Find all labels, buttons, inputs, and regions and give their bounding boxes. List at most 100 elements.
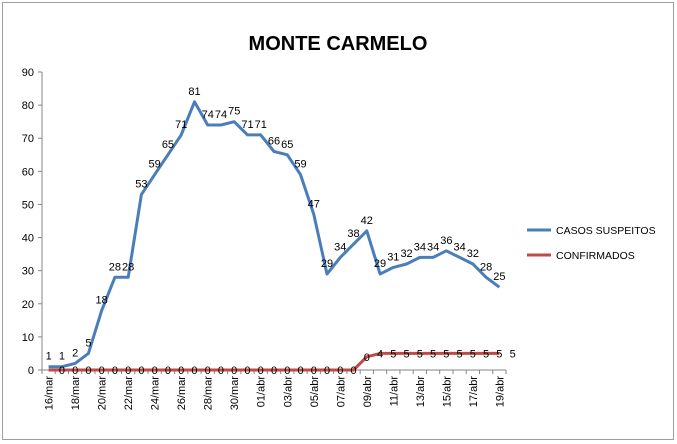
data-label-suspeitos: 81: [188, 86, 200, 98]
y-tick-label: 40: [22, 233, 34, 245]
data-label-suspeitos: 65: [162, 139, 174, 151]
data-label-confirmados: 0: [85, 365, 91, 377]
data-label-confirmados: 5: [430, 348, 436, 360]
chart-title: MONTE CARMELO: [249, 33, 428, 55]
x-tick-label: 07/abr: [335, 376, 347, 408]
data-label-confirmados: 0: [152, 365, 158, 377]
data-label-confirmados: 0: [337, 365, 343, 377]
data-label-suspeitos: 59: [294, 159, 306, 171]
series-layer: [48, 100, 501, 372]
data-label-confirmados: 0: [364, 352, 370, 364]
x-tick-label: 30/mar: [229, 376, 241, 411]
data-label-suspeitos: 1: [46, 351, 52, 363]
data-label-suspeitos: 59: [149, 159, 161, 171]
y-tick-label: 80: [22, 100, 34, 112]
data-label-confirmados: 0: [311, 365, 317, 377]
y-tick-label: 70: [22, 133, 34, 145]
data-label-confirmados: 0: [218, 365, 224, 377]
data-label-confirmados: 5: [510, 348, 516, 360]
data-label-suspeitos: 34: [334, 241, 346, 253]
series-line-suspeitos: [48, 100, 501, 369]
data-label-confirmados: 0: [324, 365, 330, 377]
data-label-suspeitos: 28: [109, 261, 121, 273]
y-tick-label: 0: [28, 365, 34, 377]
data-label-suspeitos: 2: [72, 347, 78, 359]
data-label-suspeitos: 42: [361, 215, 373, 227]
data-label-suspeitos: 32: [400, 248, 412, 260]
x-tick-label: 20/mar: [97, 376, 109, 411]
data-label-confirmados: 5: [483, 348, 489, 360]
data-label-suspeitos: 71: [255, 119, 267, 131]
data-label-confirmados: 5: [457, 348, 463, 360]
data-label-suspeitos: 34: [414, 241, 426, 253]
data-label-confirmados: 0: [284, 365, 290, 377]
data-label-confirmados: 0: [258, 365, 264, 377]
data-label-confirmados: 0: [231, 365, 237, 377]
data-label-confirmados: 0: [271, 365, 277, 377]
x-tick-label: 19/abr: [494, 376, 506, 408]
legend-label-suspeitos: CASOS SUSPEITOS: [556, 225, 656, 237]
data-label-suspeitos: 25: [493, 271, 505, 283]
data-label-suspeitos: 74: [215, 109, 227, 121]
data-label-suspeitos: 53: [135, 179, 147, 191]
data-label-suspeitos: 28: [480, 261, 492, 273]
x-tick-label: 15/abr: [441, 376, 453, 408]
data-label-confirmados: 0: [191, 365, 197, 377]
data-label-suspeitos: 18: [96, 294, 108, 306]
data-label-confirmados: 0: [59, 365, 65, 377]
chart-frame: [2, 2, 674, 440]
y-tick-label: 50: [22, 199, 34, 211]
data-label-confirmados: 0: [205, 365, 211, 377]
data-label-confirmados: 0: [350, 365, 356, 377]
data-label-suspeitos: 71: [241, 119, 253, 131]
data-label-suspeitos: 75: [228, 106, 240, 118]
data-label-confirmados: 0: [125, 365, 131, 377]
data-label-confirmados: 5: [470, 348, 476, 360]
data-label-suspeitos: 28: [122, 261, 134, 273]
x-tick-label: 16/mar: [44, 376, 56, 411]
x-tick-label: 26/mar: [176, 376, 188, 411]
x-tick-label: 03/abr: [282, 376, 294, 408]
x-tick-label: 01/abr: [256, 376, 268, 408]
data-label-suspeitos: 31: [387, 251, 399, 263]
series-line-confirmados: [48, 351, 500, 372]
data-label-confirmados: 0: [165, 365, 171, 377]
x-tick-label: 17/abr: [468, 376, 480, 408]
data-label-suspeitos: 66: [268, 135, 280, 147]
data-label-suspeitos: 29: [374, 258, 386, 270]
x-tick-label: 22/mar: [123, 376, 135, 411]
x-tick-label: 28/mar: [203, 376, 215, 411]
data-label-suspeitos: 29: [321, 258, 333, 270]
data-label-suspeitos: 34: [453, 241, 465, 253]
data-label-suspeitos: 34: [427, 241, 439, 253]
data-label-suspeitos: 74: [202, 109, 214, 121]
data-label-suspeitos: 71: [175, 119, 187, 131]
y-tick-label: 30: [22, 266, 34, 278]
data-label-confirmados: 5: [443, 348, 449, 360]
data-label-confirmados: 5: [496, 348, 502, 360]
data-label-confirmados: 0: [99, 365, 105, 377]
data-label-suspeitos: 36: [440, 235, 452, 247]
data-label-confirmados: 4: [377, 348, 383, 360]
data-label-confirmados: 0: [112, 365, 118, 377]
data-label-confirmados: 0: [138, 365, 144, 377]
data-label-confirmados: 0: [244, 365, 250, 377]
data-label-suspeitos: 38: [347, 228, 359, 240]
x-tick-label: 24/mar: [150, 376, 162, 411]
x-tick-label: 05/abr: [309, 376, 321, 408]
data-label-suspeitos: 1: [59, 351, 65, 363]
data-label-suspeitos: 5: [85, 337, 91, 349]
data-label-confirmados: 5: [417, 348, 423, 360]
data-label-suspeitos: 47: [308, 198, 320, 210]
data-label-suspeitos: 65: [281, 139, 293, 151]
y-tick-label: 60: [22, 166, 34, 178]
data-label-confirmados: 0: [72, 365, 78, 377]
y-tick-label: 10: [22, 332, 34, 344]
data-label-confirmados: 5: [390, 348, 396, 360]
data-label-confirmados: 0: [297, 365, 303, 377]
x-tick-label: 09/abr: [362, 376, 374, 408]
data-label-confirmados: 0: [178, 365, 184, 377]
